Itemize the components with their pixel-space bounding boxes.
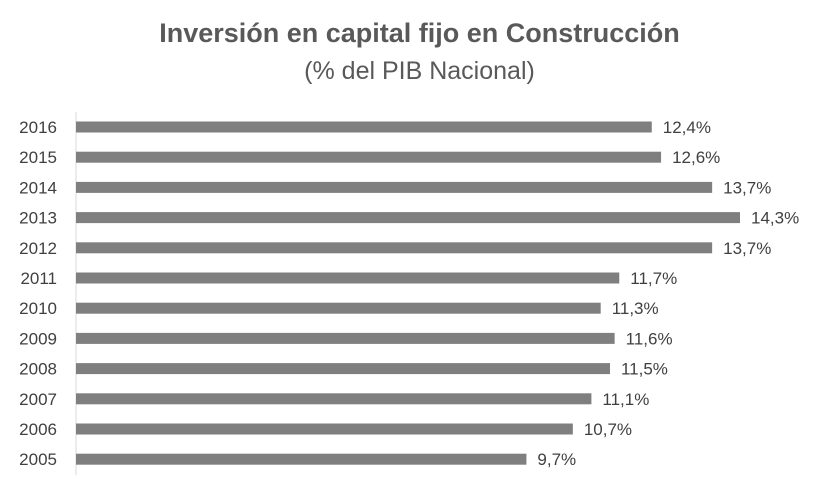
bar — [76, 151, 662, 163]
bar — [76, 393, 592, 405]
data-label: 11,3% — [612, 299, 659, 318]
y-tick-label: 2014 — [19, 178, 57, 197]
data-label: 10,7% — [584, 420, 632, 439]
bar — [76, 212, 740, 224]
bar — [76, 302, 601, 314]
y-tick-label: 2013 — [19, 209, 57, 228]
y-tick-label: 2005 — [19, 450, 57, 469]
bar — [76, 272, 620, 284]
bar — [76, 181, 713, 193]
data-label: 14,3% — [751, 209, 799, 228]
data-label: 12,4% — [663, 118, 711, 137]
y-tick-label: 2011 — [20, 269, 57, 288]
y-tick-label: 2012 — [19, 239, 57, 258]
data-label: 11,6% — [626, 329, 673, 348]
bar — [76, 363, 610, 375]
y-tick-label: 2015 — [19, 148, 57, 167]
y-tick-label: 2009 — [19, 329, 57, 348]
bar — [76, 453, 527, 465]
data-label: 11,7% — [630, 269, 677, 288]
y-tick-label: 2008 — [19, 360, 57, 379]
bar — [76, 423, 573, 435]
bar — [76, 242, 713, 254]
y-tick-label: 2010 — [19, 299, 57, 318]
bar — [76, 121, 652, 133]
y-tick-label: 2006 — [19, 420, 57, 439]
y-tick-label: 2016 — [19, 118, 57, 137]
chart-subtitle: (% del PIB Nacional) — [304, 57, 535, 85]
data-label: 9,7% — [537, 450, 576, 469]
data-label: 11,1% — [602, 390, 649, 409]
data-label: 13,7% — [723, 239, 771, 258]
data-label: 11,5% — [621, 360, 668, 379]
bar — [76, 332, 615, 344]
data-label: 12,6% — [672, 148, 720, 167]
data-label: 13,7% — [723, 178, 771, 197]
y-tick-label: 2007 — [19, 390, 57, 409]
chart-title: Inversión en capital fijo en Construcció… — [159, 18, 680, 48]
